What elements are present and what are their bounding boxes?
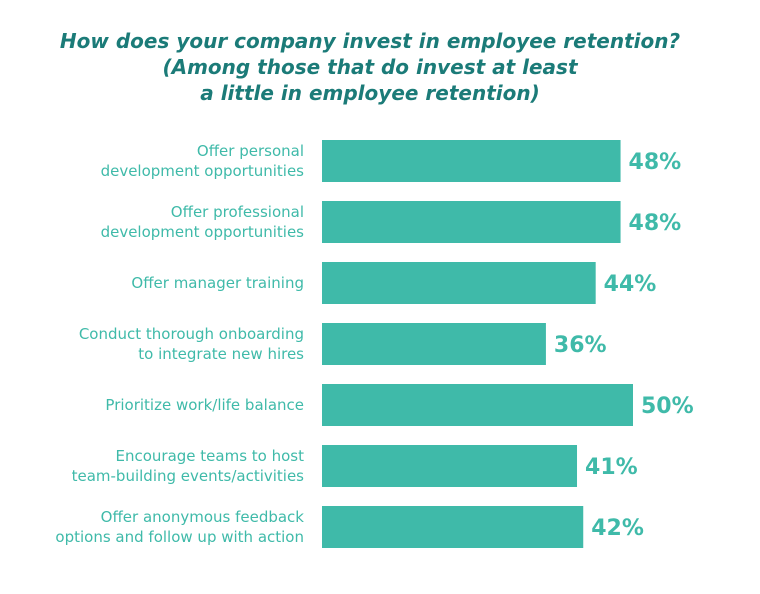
category-label-6: Offer anonymous feedback options and foll… (55, 508, 304, 546)
bar-6 (322, 506, 584, 548)
chart-title-line-2: (Among those that do invest at least (162, 55, 578, 79)
category-label-1-line-1: development opportunities (101, 223, 305, 241)
category-label-6-line-1: options and follow up with action (55, 528, 304, 546)
chart-title-line-3: a little in employee retention) (200, 81, 540, 105)
bars-group (322, 140, 633, 548)
category-label-3-line-0: Conduct thorough onboarding (79, 325, 304, 343)
value-label-3: 36% (554, 333, 607, 358)
value-label-1: 48% (629, 211, 682, 236)
category-label-6-line-0: Offer anonymous feedback (101, 508, 305, 526)
category-labels-group: Offer personal development opportunitiesO… (55, 142, 304, 546)
category-label-0: Offer personal development opportunities (101, 142, 305, 180)
value-label-5: 41% (585, 455, 638, 480)
bar-1 (322, 201, 621, 243)
value-labels-group: 48% 48% 44% 36% 50% 41% 42% (554, 150, 694, 541)
bar-5 (322, 445, 578, 487)
category-label-2: Offer manager training (131, 274, 304, 292)
category-label-5-line-1: team-building events/activities (72, 467, 305, 485)
bar-3 (322, 323, 546, 365)
category-label-4-line-0: Prioritize work/life balance (105, 396, 304, 414)
value-label-6: 42% (591, 516, 644, 541)
category-label-5-line-0: Encourage teams to host (116, 447, 305, 465)
category-label-3: Conduct thorough onboarding to integrate … (79, 325, 304, 363)
category-label-0-line-0: Offer personal (197, 142, 304, 160)
value-label-4: 50% (641, 394, 694, 419)
category-label-0-line-1: development opportunities (101, 162, 305, 180)
chart-title: How does your company invest in employee… (0, 28, 740, 106)
bar-4 (322, 384, 633, 426)
value-label-0: 48% (629, 150, 682, 175)
bar-0 (322, 140, 621, 182)
category-label-1: Offer professional development opportunit… (101, 203, 305, 241)
category-label-5: Encourage teams to host team-building eve… (72, 447, 305, 485)
bar-2 (322, 262, 596, 304)
category-label-2-line-0: Offer manager training (131, 274, 304, 292)
category-label-3-line-1: to integrate new hires (138, 345, 304, 363)
value-label-2: 44% (604, 272, 657, 297)
category-label-1-line-0: Offer professional (171, 203, 304, 221)
chart-title-line-1: How does your company invest in employee… (59, 29, 681, 53)
category-label-4: Prioritize work/life balance (105, 396, 304, 414)
